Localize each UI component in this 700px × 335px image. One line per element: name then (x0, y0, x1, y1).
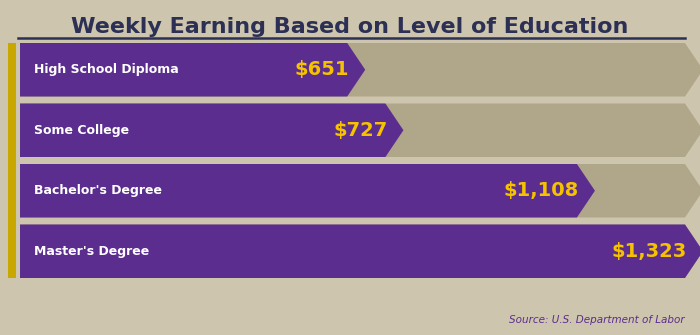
Text: $651: $651 (295, 60, 349, 79)
Polygon shape (20, 43, 365, 96)
Text: $1,323: $1,323 (612, 242, 687, 261)
Text: Bachelor's Degree: Bachelor's Degree (34, 184, 162, 197)
Polygon shape (20, 104, 700, 157)
Polygon shape (20, 43, 700, 96)
Bar (8, 43, 16, 278)
Polygon shape (20, 224, 700, 278)
Text: Source: U.S. Department of Labor: Source: U.S. Department of Labor (510, 315, 685, 325)
Text: $1,108: $1,108 (504, 181, 579, 200)
Text: $727: $727 (333, 121, 387, 140)
Polygon shape (20, 164, 700, 217)
Text: High School Diploma: High School Diploma (34, 63, 179, 76)
Text: Some College: Some College (34, 124, 129, 137)
Polygon shape (20, 164, 595, 217)
Text: Master's Degree: Master's Degree (34, 245, 149, 258)
Polygon shape (20, 224, 700, 278)
Polygon shape (20, 104, 403, 157)
Text: Weekly Earning Based on Level of Education: Weekly Earning Based on Level of Educati… (71, 17, 629, 37)
